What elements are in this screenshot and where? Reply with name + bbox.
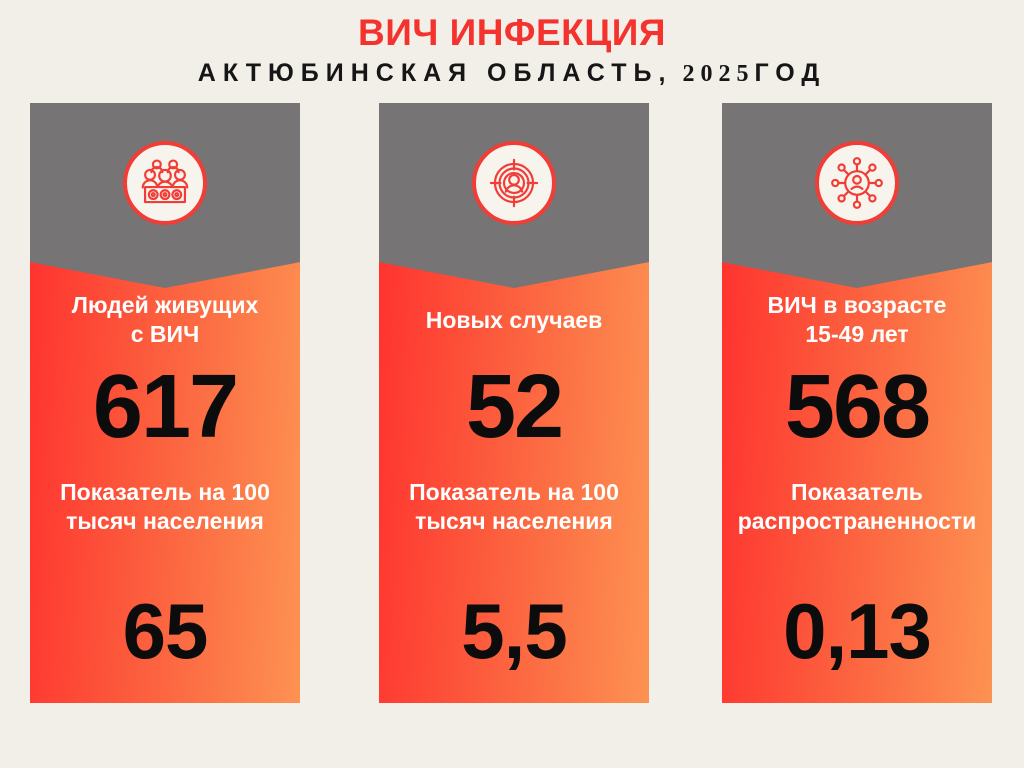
card-body: Людей живущих с ВИЧ 617 Показатель на 10…	[30, 288, 300, 703]
card-subvalue: 65	[122, 587, 209, 675]
stat-card-hiv-age-15-49: ВИЧ в возрасте 15-49 лет 568 Показатель …	[722, 103, 992, 703]
subtitle-year: 2025	[682, 61, 755, 88]
page-title: ВИЧ ИНФЕКЦИЯ	[358, 12, 666, 53]
card-body: ВИЧ в возрасте 15-49 лет 568 Показатель …	[722, 288, 992, 703]
header: ВИЧ ИНФЕКЦИЯ АКТЮБИНСКАЯ ОБЛАСТЬ, 2025ГОД	[0, 0, 1024, 90]
target-person-icon	[489, 158, 539, 208]
icon-badge	[472, 141, 556, 225]
icon-badge	[123, 141, 207, 225]
card-subvalue: 5,5	[461, 587, 567, 675]
stat-card-people-living-with-hiv: Людей живущих с ВИЧ 617 Показатель на 10…	[30, 103, 300, 703]
card-body: Новых случаев 52 Показатель на 100 тысяч…	[379, 288, 649, 703]
card-value: 52	[465, 357, 564, 457]
card-sublabel: Показатель распространенности	[737, 479, 977, 534]
subtitle-region: АКТЮБИНСКАЯ ОБЛАСТЬ,	[197, 59, 673, 88]
card-title: Новых случаев	[425, 306, 603, 333]
people-group-icon	[141, 159, 189, 204]
card-sublabel: Показатель на 100 тысяч населения	[60, 479, 270, 534]
card-value: 568	[784, 357, 931, 457]
card-subvalue: 0,13	[783, 587, 932, 675]
card-title: Людей живущих с ВИЧ	[71, 292, 259, 347]
card-title: ВИЧ в возрасте 15-49 лет	[767, 292, 947, 347]
subtitle-year-word: ГОД	[754, 59, 827, 88]
icon-badge	[815, 141, 899, 225]
card-sublabel: Показатель на 100 тысяч населения	[409, 479, 619, 534]
card-value: 617	[92, 357, 239, 457]
virus-network-icon	[831, 157, 883, 209]
page-subtitle: АКТЮБИНСКАЯ ОБЛАСТЬ, 2025ГОД	[0, 58, 1024, 89]
stat-card-new-cases: Новых случаев 52 Показатель на 100 тысяч…	[379, 103, 649, 703]
